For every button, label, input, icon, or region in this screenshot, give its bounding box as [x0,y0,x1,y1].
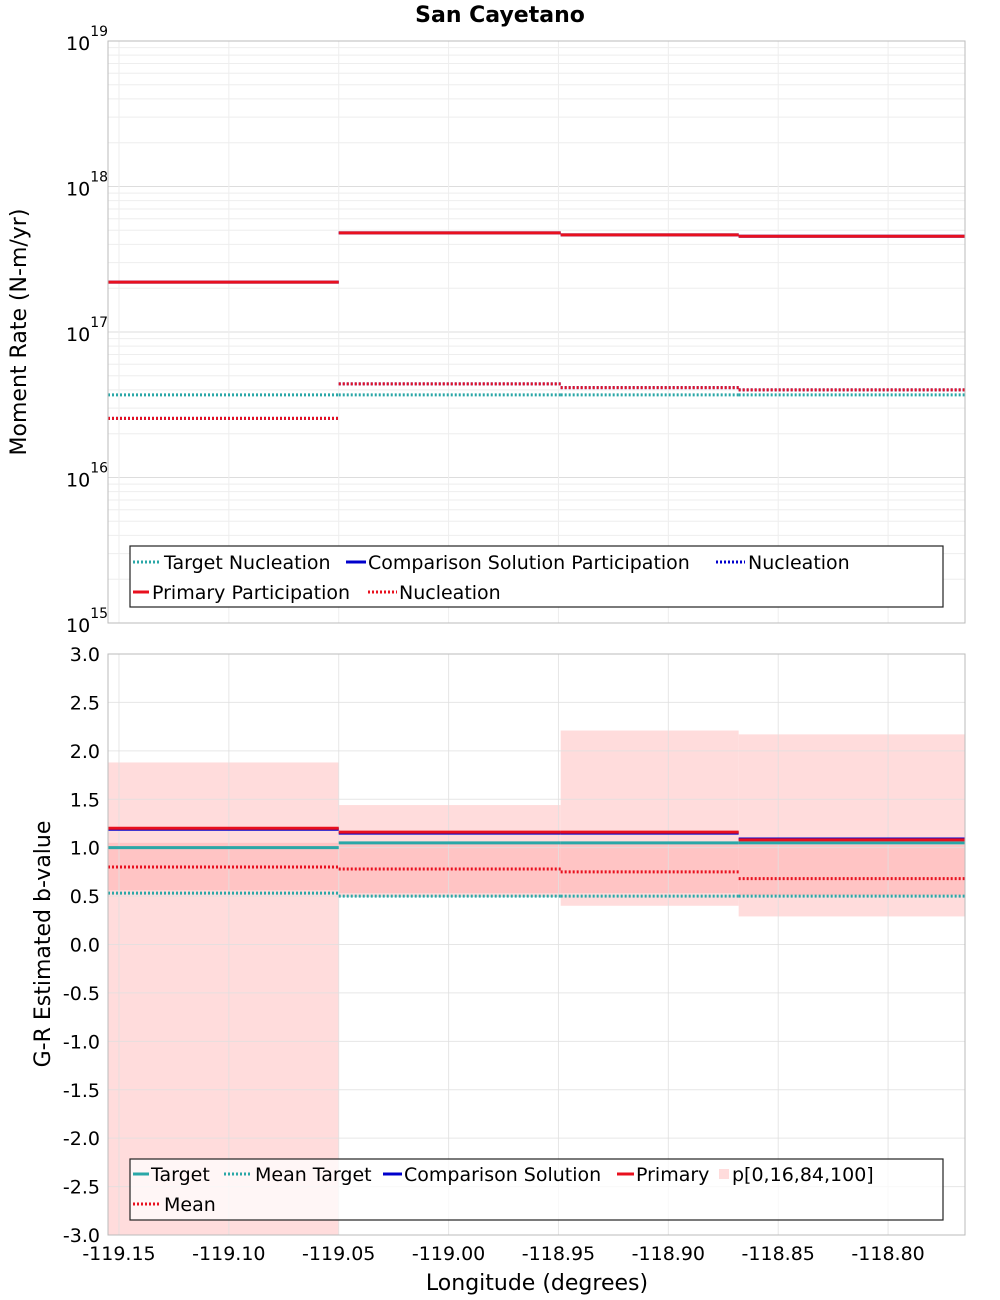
b-value-y-tick-label: 0.0 [70,935,100,957]
x-tick-label: -118.85 [742,1243,815,1265]
b-value-plot-frame [107,653,966,1236]
percentile-band-16-84 [738,844,965,896]
legend-label-comparison-nucleation: Nucleation [748,552,850,574]
moment-rate-y-tick-label: 1017 [66,315,108,346]
percentile-band-0-100 [108,762,339,1235]
b-value-y-tick-label: -1.0 [63,1031,100,1053]
x-tick-label: -119.15 [82,1243,155,1265]
legend-swatch-percentile-band [719,1169,729,1179]
b-value-y-tick-label: -0.5 [63,983,100,1005]
b-value-legend-box [129,1158,944,1221]
b-value-y-tick-label: -2.5 [63,1177,100,1199]
x-tick-label: -118.95 [522,1243,595,1265]
moment-rate-y-tick-label: 1016 [66,461,108,492]
moment-rate-series [108,231,965,420]
legend-label-primary: Primary [636,1164,709,1186]
legend-label-percentile-band: p[0,16,84,100] [732,1164,874,1186]
moment-rate-series-primary-participation [108,231,965,284]
b-value-legend: Target Mean Target Comparison Solution P… [129,1158,944,1221]
b-value-y-tick-label: 3.0 [70,644,100,666]
tick-base: 10 [66,33,90,55]
legend-label-primary-nucleation: Nucleation [399,582,501,604]
moment-rate-y-tick-label: 1019 [66,24,108,55]
b-value-y-tick-label: 1.5 [70,789,100,811]
x-tick-label: -118.80 [851,1243,924,1265]
moment-rate-series-primary-nucleation [108,382,965,420]
legend-label-primary-participation: Primary Participation [152,582,350,604]
legend-label-mean: Mean [164,1194,216,1216]
b-value-y-ticks: -3.0 -2.5 -2.0 -1.5 -1.0 -0.5 0.0 0.5 1.0 1.5 2.0 2… [63,644,100,1247]
b-value-plot: -3.0 -2.5 -2.0 -1.5 -1.0 -0.5 0.0 0.5 1.0 1.5 2.0 2… [31,644,966,1296]
percentile-band-16-84 [560,842,739,894]
x-axis-label: Longitude (degrees) [426,1271,648,1296]
b-value-series-primary [108,826,965,842]
tick-exponent: 15 [90,606,108,622]
b-value-series-mean-target [108,891,965,898]
b-value-y-axis-label: G-R Estimated b-value [31,821,56,1068]
legend-label-comparison-solution: Comparison Solution [404,1164,601,1186]
x-tick-label: -119.00 [412,1243,485,1265]
legend-label-mean-target: Mean Target [255,1164,372,1186]
chart-title: San Cayetano [415,3,585,28]
tick-base: 10 [66,324,90,346]
b-value-series-target [108,841,965,850]
legend-label-target: Target [150,1164,210,1186]
tick-exponent: 16 [90,461,108,477]
tick-exponent: 17 [90,315,108,331]
legend-label-target-nucleation: Target Nucleation [163,552,331,574]
moment-rate-gridlines [108,41,965,624]
x-tick-label: -118.90 [632,1243,705,1265]
legend-label-comparison-participation: Comparison Solution Participation [368,552,690,574]
tick-base: 10 [66,179,90,201]
b-value-series [108,826,965,898]
tick-exponent: 19 [90,24,108,40]
b-value-series-mean [108,865,965,881]
tick-base: 10 [66,470,90,492]
moment-rate-legend-box [129,545,944,608]
moment-rate-y-tick-label: 1018 [66,170,108,201]
x-tick-label: -119.05 [302,1243,375,1265]
moment-rate-y-tick-label: 1015 [66,606,108,637]
b-value-y-tick-label: 2.5 [70,692,100,714]
b-value-y-tick-label: 1.0 [70,838,100,860]
moment-rate-y-axis-label: Moment Rate (N-m/yr) [7,209,32,456]
moment-rate-plot-frame [107,40,966,624]
b-value-y-tick-label: -2.0 [63,1128,100,1150]
b-value-percentile-bands [108,730,965,1235]
x-tick-label: -119.10 [192,1243,265,1265]
b-value-y-tick-label: 2.0 [70,741,100,763]
b-value-y-tick-label: 0.5 [70,886,100,908]
b-value-x-ticks: -119.15 -119.10 -119.05 -119.00 -118.95 -118.… [82,1243,924,1265]
tick-exponent: 18 [90,170,108,186]
b-value-y-tick-label: -1.5 [63,1080,100,1102]
moment-rate-legend: Target Nucleation Comparison Solution Pa… [129,545,944,608]
b-value-y-tick-label: -3.0 [63,1225,100,1247]
tick-base: 10 [66,615,90,637]
